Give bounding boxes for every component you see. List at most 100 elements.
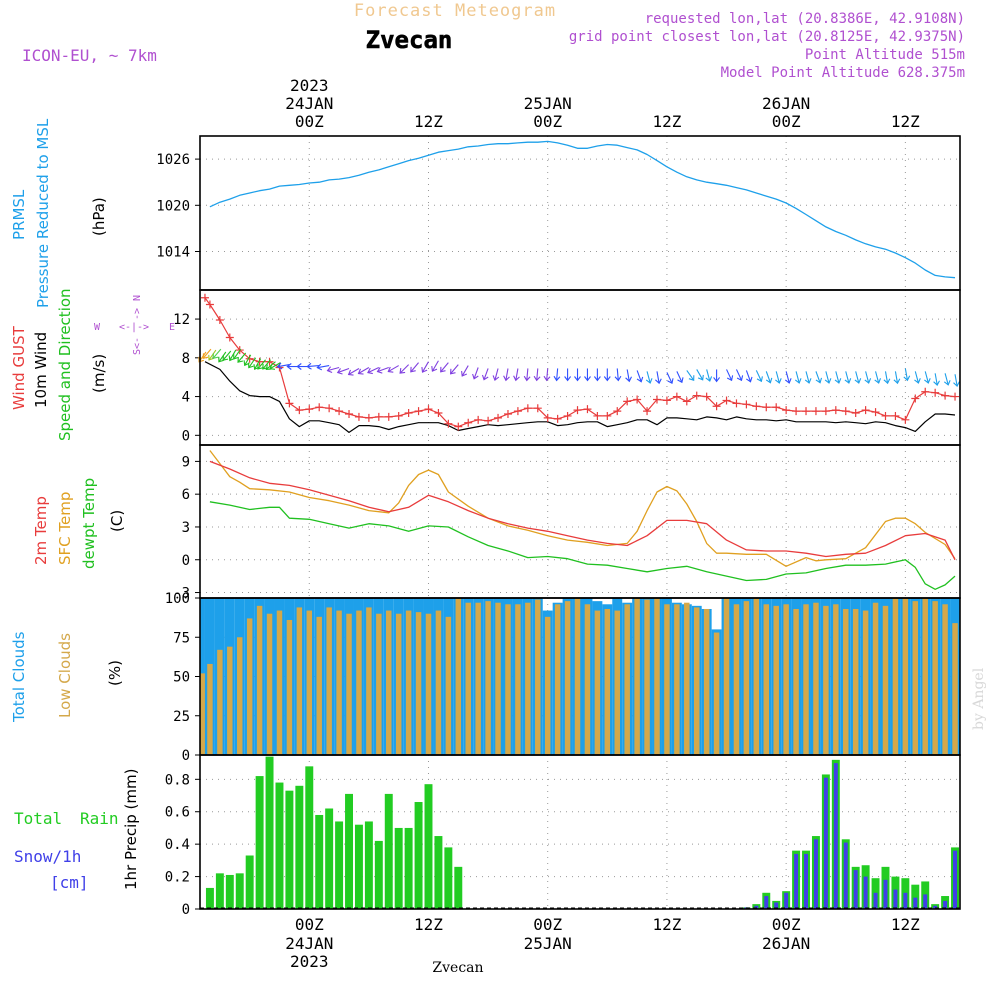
- low-cloud-bar: [505, 604, 511, 755]
- top-time-label: 00Z: [295, 112, 324, 131]
- compass-e: E: [169, 322, 175, 333]
- dewpt-label: dewpt Temp: [80, 478, 98, 569]
- low-cloud-bar: [266, 613, 273, 755]
- wind-barb: [376, 366, 389, 374]
- low-cloud-bar: [902, 598, 909, 755]
- gust-marker: [941, 391, 950, 400]
- snow-bar: [913, 897, 918, 909]
- y-tick-label: 0: [182, 428, 190, 444]
- low-cloud-bar: [535, 599, 541, 755]
- wind-barb-head: [243, 360, 250, 367]
- low-cloud-bar: [564, 601, 571, 755]
- low-cloud-bar: [366, 607, 372, 755]
- wind-barb: [745, 370, 753, 383]
- low-cloud-bar: [495, 602, 501, 755]
- wind-barb: [461, 365, 469, 377]
- compass-up-arrow: ->: [132, 308, 143, 320]
- rain-bar: [345, 793, 353, 909]
- wind-barb-head: [765, 377, 773, 384]
- low-cloud-bar: [306, 610, 313, 755]
- wind-barb-head: [756, 376, 763, 383]
- compass-down-arrow: <-: [132, 337, 143, 349]
- wind-barb: [222, 350, 232, 361]
- bottom-time-label: 00Z: [295, 915, 324, 934]
- sfc-temp-line: [209, 450, 956, 567]
- wind-barb: [564, 368, 572, 382]
- wind-gust-label: Wind GUST: [10, 325, 28, 410]
- top-time-label: 00Z: [772, 112, 801, 131]
- snow-bar: [943, 900, 948, 909]
- low-cloud-bar: [604, 608, 611, 755]
- pct-unit-label: (%): [106, 660, 124, 686]
- gust-marker: [911, 394, 920, 403]
- wind-barb-head: [784, 378, 792, 384]
- wind-barb: [212, 348, 222, 359]
- gust-marker: [841, 407, 850, 416]
- wind-barb-shaft: [212, 348, 222, 359]
- wind-barb: [584, 368, 591, 382]
- wind-barb: [399, 364, 410, 374]
- low-cloud-bar: [445, 616, 452, 755]
- wind-barb-head: [953, 381, 960, 388]
- wind-barb-head: [625, 376, 632, 383]
- wind-barb-shaft: [536, 368, 539, 381]
- low-cloud-bar: [207, 663, 213, 755]
- low-cloud-bar: [833, 604, 839, 755]
- wind-10m-label: 10m Wind: [32, 332, 50, 408]
- wind-barb: [336, 367, 350, 375]
- gust-marker: [533, 404, 542, 413]
- wind-barb-head: [296, 363, 302, 370]
- wind-barb: [645, 371, 653, 384]
- wind-barb-head: [804, 378, 812, 384]
- gust-marker: [603, 411, 612, 420]
- low-cloud-bar: [574, 598, 581, 755]
- gust-marker: [345, 410, 354, 418]
- gust-marker: [792, 407, 801, 416]
- wind-barb-shaft: [656, 371, 660, 384]
- wind-barb-shaft: [686, 370, 695, 381]
- rain-bar: [315, 814, 324, 909]
- y-tick-label: 75: [173, 630, 190, 646]
- wind-barb-shaft: [222, 350, 232, 361]
- wind-barb: [228, 349, 237, 362]
- wind-barb: [874, 371, 882, 384]
- wind-barb: [440, 362, 449, 373]
- gust-marker: [782, 406, 791, 415]
- bottom-time-label: 00Z: [533, 915, 562, 934]
- wind-barb: [306, 362, 320, 370]
- wind-panel-labels: Wind GUST 10m Wind Speed and Direction (…: [10, 288, 108, 441]
- wind-barb-shaft: [636, 370, 642, 382]
- gust-marker: [573, 406, 582, 415]
- dewpt-line: [209, 501, 956, 590]
- top-time-label: 00Z: [533, 112, 562, 131]
- snow-bar: [883, 879, 888, 909]
- wind-barb-shaft: [526, 368, 529, 381]
- snow-bar: [933, 905, 938, 909]
- wind-barb-head: [208, 354, 214, 361]
- location-title: Zvecan: [366, 26, 453, 54]
- gust-marker: [394, 411, 403, 420]
- wind-barb-shaft: [855, 371, 860, 384]
- low-cloud-bar: [200, 673, 205, 755]
- rain-bar: [295, 785, 304, 909]
- wind-barb-head: [431, 366, 438, 372]
- gust-marker: [951, 392, 960, 401]
- gust-marker: [742, 400, 751, 409]
- low-cloud-bar: [435, 610, 442, 755]
- model-label: ICON-EU, ~ 7km: [22, 46, 157, 65]
- wind-barb: [666, 372, 674, 385]
- low-cloud-bar: [276, 610, 283, 755]
- low-cloud-bar: [525, 602, 531, 755]
- wind-barb-shaft: [410, 362, 419, 373]
- snow-bar: [823, 777, 828, 909]
- wind-barb-head: [636, 376, 644, 383]
- y-tick-label: 0.4: [165, 837, 190, 853]
- gust-marker: [802, 407, 811, 416]
- low-cloud-bar: [753, 598, 760, 755]
- wind-barb-shaft: [399, 364, 410, 374]
- wind-barb-head: [533, 375, 541, 382]
- wind-barb-shaft: [262, 359, 271, 370]
- gust-marker: [623, 397, 632, 406]
- snow-bar: [754, 905, 759, 909]
- wind-barb-shaft: [785, 371, 790, 384]
